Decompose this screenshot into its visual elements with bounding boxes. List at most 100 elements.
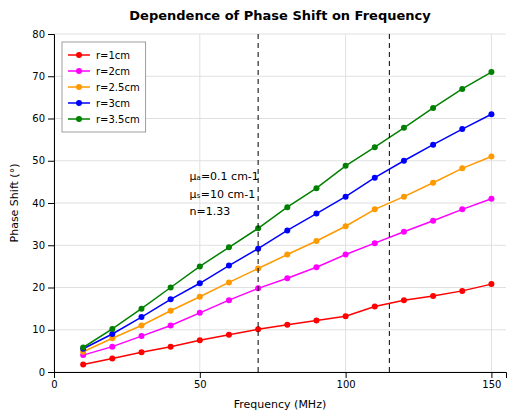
point — [430, 105, 436, 111]
series-line — [83, 157, 491, 352]
tick: 50 — [32, 155, 54, 166]
tick-label: 100 — [337, 379, 356, 390]
point — [372, 175, 378, 181]
point — [168, 285, 174, 291]
tick: 40 — [32, 198, 54, 209]
series — [80, 196, 494, 358]
y-axis-title: Phase Shift (°) — [8, 164, 21, 243]
grid-line — [54, 329, 506, 330]
point — [401, 194, 407, 200]
point — [372, 240, 378, 246]
point — [430, 142, 436, 148]
tick-label: 60 — [32, 113, 45, 124]
series-line — [83, 114, 491, 348]
grid-line — [54, 160, 506, 161]
tick-label: 0 — [39, 367, 45, 378]
point — [343, 163, 349, 169]
legend-item: r=2.5cm — [68, 82, 140, 93]
tick: 10 — [32, 324, 54, 335]
vertical-line — [258, 34, 259, 372]
point — [372, 304, 378, 310]
annotation: μₐ=0.1 cm-1μₛ=10 cm-1n=1.33 — [190, 170, 259, 218]
point — [138, 306, 144, 312]
point — [168, 296, 174, 302]
legend-marker — [76, 84, 82, 90]
point — [80, 344, 86, 350]
point — [313, 238, 319, 244]
tick-mark — [48, 161, 54, 162]
point — [430, 218, 436, 224]
point — [430, 180, 436, 186]
point — [168, 323, 174, 329]
point — [488, 281, 494, 287]
tick-mark — [48, 203, 54, 204]
point — [197, 310, 203, 316]
tick-label: 30 — [32, 240, 45, 251]
point — [284, 227, 290, 233]
point — [284, 322, 290, 328]
point — [488, 154, 494, 160]
legend-marker — [76, 68, 82, 74]
legend-marker — [76, 100, 82, 106]
point — [138, 323, 144, 329]
point — [459, 288, 465, 294]
tick-label: 80 — [32, 29, 45, 40]
point — [401, 158, 407, 164]
point — [109, 344, 115, 350]
point — [488, 111, 494, 117]
chart: 05010015001020304050607080μₐ=0.1 cm-1μₛ=… — [0, 0, 524, 418]
point — [138, 333, 144, 339]
point — [459, 126, 465, 132]
point — [488, 69, 494, 75]
point — [138, 314, 144, 320]
tick-mark — [48, 76, 54, 77]
grid — [54, 34, 506, 372]
grid-line — [54, 245, 506, 246]
legend-label: r=3.5cm — [96, 114, 140, 125]
x-axis: 0 50 100 150 — [51, 372, 506, 390]
point — [109, 355, 115, 361]
legend-marker — [76, 52, 82, 58]
tick-label: 150 — [482, 379, 501, 390]
point — [313, 211, 319, 217]
point — [226, 244, 232, 250]
point — [197, 337, 203, 343]
annotation-line: μₛ=10 cm-1 — [190, 188, 256, 201]
point — [313, 185, 319, 191]
tick-label: 0 — [51, 379, 57, 390]
point — [313, 317, 319, 323]
tick: 100 — [337, 372, 356, 390]
grid-line — [54, 34, 506, 35]
tick-label: 50 — [32, 155, 45, 166]
tick-mark — [491, 372, 492, 378]
x-axis-title: Frequency (MHz) — [234, 398, 326, 411]
tick-mark — [48, 330, 54, 331]
axis-line — [55, 373, 507, 379]
tick-label: 50 — [194, 379, 207, 390]
title: Dependence of Phase Shift on Frequency — [129, 8, 431, 23]
point — [226, 297, 232, 303]
tick-mark — [48, 119, 54, 120]
point — [459, 86, 465, 92]
tick: 0 — [51, 372, 57, 390]
tick-label: 70 — [32, 71, 45, 82]
tick: 80 — [32, 29, 54, 40]
point — [109, 326, 115, 332]
point — [401, 229, 407, 235]
point — [197, 263, 203, 269]
point — [488, 196, 494, 202]
vertical-line — [389, 34, 390, 372]
annotation-line: μₐ=0.1 cm-1 — [190, 170, 259, 183]
point — [284, 275, 290, 281]
tick: 60 — [32, 113, 54, 124]
tick-mark — [48, 288, 54, 289]
grid-line — [54, 203, 506, 204]
series — [80, 154, 494, 355]
point — [401, 297, 407, 303]
grid-line — [54, 287, 506, 288]
point — [343, 313, 349, 319]
point — [168, 344, 174, 350]
tick-label: 40 — [32, 198, 45, 209]
legend-label: r=1cm — [96, 50, 130, 61]
legend: r=1cmr=2cmr=2.5cmr=3cmr=3.5cm — [62, 42, 146, 132]
